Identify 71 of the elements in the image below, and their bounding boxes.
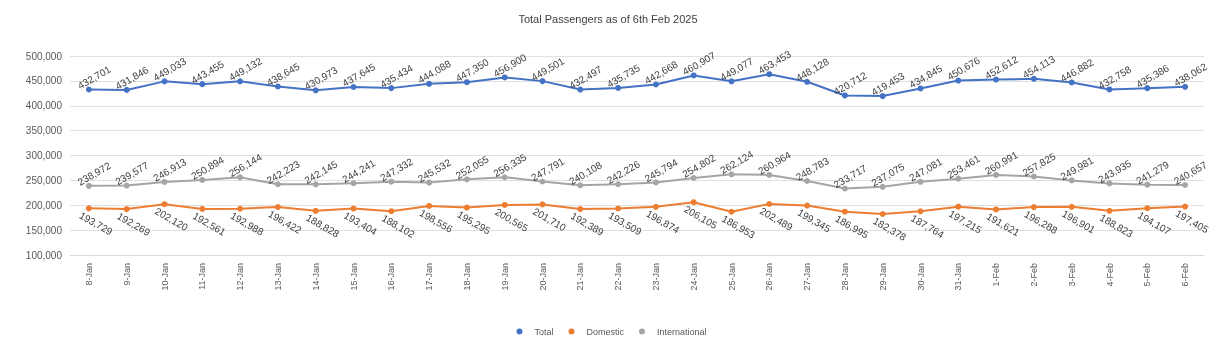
x-tick-label: 30-Jan xyxy=(915,263,926,291)
x-tick-label: 22-Jan xyxy=(613,263,624,291)
y-tick-label: 200,000 xyxy=(25,199,63,211)
y-tick-label: 400,000 xyxy=(25,100,63,112)
y-tick-label: 500,000 xyxy=(25,50,63,62)
point xyxy=(426,202,433,209)
point xyxy=(274,204,281,211)
x-tick-label: 12-Jan xyxy=(235,263,246,291)
point xyxy=(388,208,395,215)
point xyxy=(1182,203,1189,210)
legend-label: Domestic xyxy=(586,326,625,337)
x-tick-label: 25-Jan xyxy=(726,263,737,291)
point xyxy=(804,202,811,209)
y-tick-label: 300,000 xyxy=(25,150,63,161)
x-tick-label: 17-Jan xyxy=(424,263,435,291)
point xyxy=(1106,207,1113,214)
point xyxy=(728,208,735,215)
point xyxy=(1068,203,1075,210)
point xyxy=(690,199,697,206)
point xyxy=(123,206,130,213)
point xyxy=(161,201,168,208)
x-tick-label: 19-Jan xyxy=(499,263,510,291)
x-tick-label: 28-Jan xyxy=(839,263,850,291)
x-tick-label: 10-Jan xyxy=(159,263,170,291)
x-tick-label: 29-Jan xyxy=(877,263,888,291)
point xyxy=(463,204,470,211)
point xyxy=(955,203,962,210)
x-tick-label: 14-Jan xyxy=(310,263,321,291)
x-tick-label: 15-Jan xyxy=(348,263,359,291)
legend-label: Total xyxy=(534,326,554,337)
point xyxy=(501,201,508,208)
legend-label: International xyxy=(656,326,707,337)
point xyxy=(237,205,244,212)
chart-title: Total Passengers as of 6th Feb 2025 xyxy=(518,12,698,25)
y-tick-label: 250,000 xyxy=(25,174,63,186)
point xyxy=(312,207,319,214)
x-tick-label: 1-Feb xyxy=(991,263,1002,287)
point xyxy=(577,206,584,213)
point xyxy=(766,201,773,208)
point xyxy=(1144,205,1151,212)
x-tick-label: 18-Jan xyxy=(461,263,472,291)
x-tick-label: 24-Jan xyxy=(688,263,699,291)
x-tick-label: 4-Feb xyxy=(1104,263,1115,287)
point xyxy=(1030,204,1037,211)
x-tick-label: 8-Jan xyxy=(83,263,94,286)
x-tick-label: 11-Jan xyxy=(197,263,208,290)
x-tick-label: 5-Feb xyxy=(1142,263,1153,287)
x-tick-label: 27-Jan xyxy=(802,263,813,291)
y-tick-label: 450,000 xyxy=(25,75,63,87)
x-tick-label: 16-Jan xyxy=(386,263,397,291)
point xyxy=(993,206,1000,213)
x-tick-label: 6-Feb xyxy=(1180,263,1191,287)
point xyxy=(879,211,886,218)
x-tick-label: 13-Jan xyxy=(272,263,283,291)
x-tick-label: 2-Feb xyxy=(1028,263,1039,287)
x-tick-label: 21-Jan xyxy=(575,263,586,291)
y-tick-label: 350,000 xyxy=(25,125,63,137)
y-tick-label: 150,000 xyxy=(25,224,63,236)
point xyxy=(652,203,659,210)
x-tick-label: 3-Feb xyxy=(1066,263,1077,287)
x-tick-label: 20-Jan xyxy=(537,263,548,291)
x-tick-label: 26-Jan xyxy=(764,263,775,291)
x-tick-label: 31-Jan xyxy=(953,263,964,291)
point xyxy=(841,208,848,215)
point xyxy=(615,205,622,212)
point xyxy=(350,205,357,212)
point xyxy=(85,205,92,212)
point xyxy=(199,205,206,212)
x-tick-label: 23-Jan xyxy=(650,263,661,291)
y-tick-label: 100,000 xyxy=(25,249,63,261)
x-tick-label: 9-Jan xyxy=(121,263,132,286)
